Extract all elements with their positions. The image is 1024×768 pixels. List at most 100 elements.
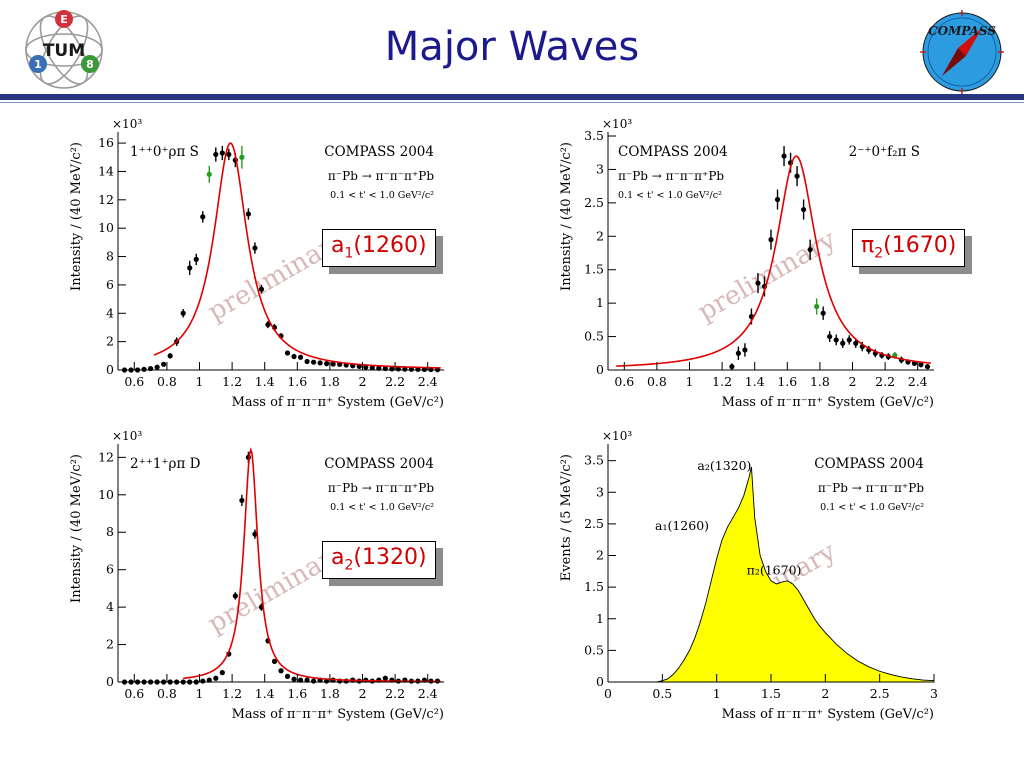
wave-title: 2⁺⁺1⁺ρπ D xyxy=(130,456,201,472)
data-point xyxy=(807,247,813,253)
y-tick-label: 14 xyxy=(98,163,114,178)
x-tick-label: 1.6 xyxy=(287,686,307,701)
y-axis-title: Events / (5 MeV/c²) xyxy=(559,454,574,581)
data-point xyxy=(291,676,297,682)
wave-title: 1⁺⁺0⁺ρπ S xyxy=(130,144,199,160)
data-point xyxy=(304,358,310,365)
y-tick-label: 0 xyxy=(596,362,604,377)
x-tick-label: 2 xyxy=(359,374,367,389)
x-tick-label: 1.4 xyxy=(745,374,765,389)
data-point xyxy=(363,364,369,370)
y-tick-label: 3.5 xyxy=(584,128,604,143)
data-point xyxy=(252,531,258,537)
peak-annotation: a₁(1260) xyxy=(655,518,709,533)
data-point xyxy=(213,675,219,681)
y-tick-label: 12 xyxy=(98,192,114,207)
chart-panel-pi2: preliminary 0.6 0.8 1 1.2 1.4 1.6 1.8 2 2.2 2.4 0 0.… xyxy=(552,112,942,414)
x-tick-label: 1.6 xyxy=(777,374,797,389)
data-point xyxy=(833,337,839,343)
experiment-label: COMPASS 2004 xyxy=(324,456,434,472)
y-tick-label: 4 xyxy=(106,599,114,614)
callout-sub: 2 xyxy=(344,557,354,574)
data-point xyxy=(729,364,735,370)
x-tick-label: 1.8 xyxy=(810,374,830,389)
data-point xyxy=(853,340,859,346)
compass-logo-text: COMPASS xyxy=(928,24,996,38)
histogram-area xyxy=(656,466,935,683)
wave-title: 2⁻⁺0⁺f₂π S xyxy=(849,144,920,160)
data-point xyxy=(774,196,781,203)
y-tick-label: 8 xyxy=(106,249,114,264)
data-point xyxy=(258,286,265,292)
data-point xyxy=(278,668,284,674)
callout-sub: 1 xyxy=(344,245,354,262)
y-tick-label: 1.5 xyxy=(584,262,604,277)
data-point xyxy=(180,310,186,316)
x-tick-label: 1.4 xyxy=(255,686,275,701)
y-tick-label: 16 xyxy=(98,135,114,150)
data-point xyxy=(840,340,846,346)
data-point xyxy=(219,670,225,676)
data-point xyxy=(924,364,931,370)
x-tick-label: 1.4 xyxy=(255,374,275,389)
x-tick-label: 0.8 xyxy=(157,686,177,701)
x-tick-label: 1.2 xyxy=(222,686,242,701)
data-point xyxy=(252,245,258,251)
chart-panel-a1: preliminary 0.6 0.8 1 1.2 1.4 1.6 1.8 2 2.2 2.4 0 2 4… xyxy=(62,112,452,414)
reaction-label: π⁻Pb → π⁻π⁻π⁺Pb xyxy=(328,481,434,495)
data-point xyxy=(304,677,310,683)
compass-needle-icon xyxy=(958,28,982,56)
t-prime-cut-label: 0.1 < t' < 1.0 GeV²/c² xyxy=(820,502,924,513)
data-point xyxy=(141,366,147,372)
data-point xyxy=(161,361,167,367)
x-tick-label: 1.8 xyxy=(320,686,340,701)
watermark-text: preliminary xyxy=(693,225,841,328)
y-tick-label: 2 xyxy=(596,548,604,563)
y-tick-label: 2.5 xyxy=(584,195,604,210)
y-tick-label: 0 xyxy=(106,674,114,689)
y-tick-label: 10 xyxy=(98,220,114,235)
y-tick-label: 0 xyxy=(106,362,114,377)
data-point xyxy=(239,497,245,504)
t-prime-cut-label: 0.1 < t' < 1.0 GeV²/c² xyxy=(330,190,434,201)
data-point xyxy=(755,280,761,286)
data-point xyxy=(324,361,330,367)
compass-logo: COMPASS xyxy=(920,10,1004,94)
data-point xyxy=(794,173,800,179)
x-tick-label: 2 xyxy=(821,686,829,701)
chart-panel-total: preliminary00.511.522.5300.511.522.533.5… xyxy=(552,424,942,726)
y-multiplier-label: ×10³ xyxy=(602,429,632,443)
x-tick-label: 2.2 xyxy=(875,374,895,389)
x-tick-label: 1.8 xyxy=(320,374,340,389)
y-tick-label: 1 xyxy=(596,611,604,626)
x-tick-label: 2 xyxy=(849,374,857,389)
x-tick-label: 2.5 xyxy=(870,686,890,701)
header-rule-thin xyxy=(0,102,1024,103)
x-tick-label: 2 xyxy=(359,686,367,701)
data-point xyxy=(291,353,297,360)
callout-mass: (1260) xyxy=(353,233,427,258)
y-tick-label: 2 xyxy=(106,637,114,652)
y-tick-label: 1 xyxy=(596,295,604,310)
tum-logo-letter-top: E xyxy=(60,13,68,26)
callout-base: π xyxy=(861,233,875,258)
x-tick-label: 3 xyxy=(930,686,938,701)
data-point xyxy=(343,678,349,684)
tum-logo: E 1 8 TUM xyxy=(25,10,103,89)
y-tick-label: 0.5 xyxy=(584,642,604,657)
x-tick-label: 2.2 xyxy=(385,374,405,389)
tum-logo-letter-left: 1 xyxy=(34,58,42,71)
y-tick-label: 3.5 xyxy=(584,453,604,468)
data-point xyxy=(265,322,271,328)
data-point xyxy=(167,353,173,359)
data-point xyxy=(742,347,748,353)
y-tick-label: 2.5 xyxy=(584,516,604,531)
tum-logo-8-dot xyxy=(81,55,99,73)
x-tick-label: 2.2 xyxy=(385,686,405,701)
x-tick-label: 1.2 xyxy=(222,374,242,389)
data-point xyxy=(226,151,232,158)
y-multiplier-label: ×10³ xyxy=(112,429,142,443)
fit-curve xyxy=(616,155,931,367)
data-point xyxy=(245,211,251,217)
data-point xyxy=(206,171,212,177)
